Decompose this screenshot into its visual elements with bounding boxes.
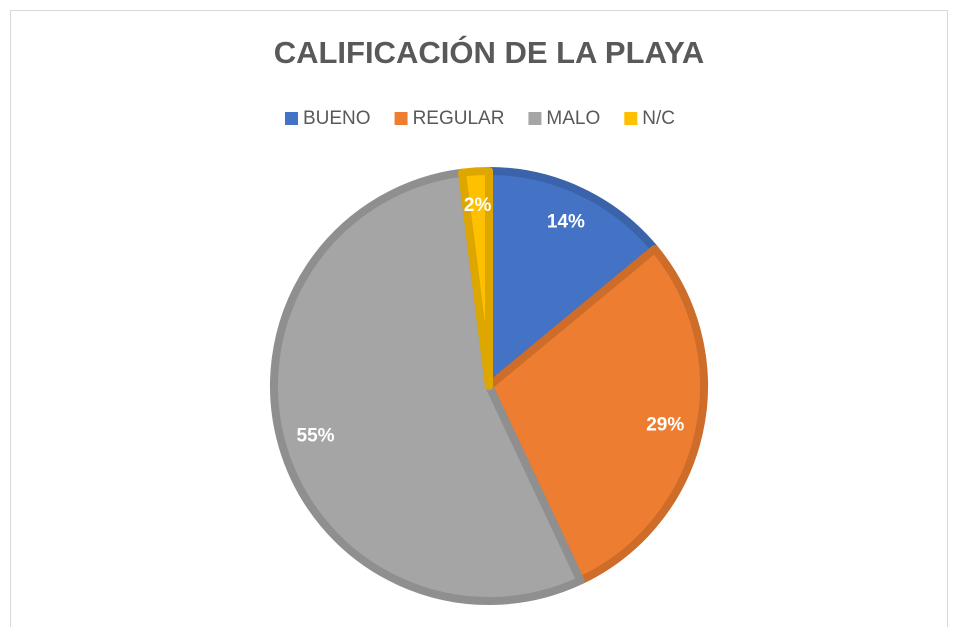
pie-slice xyxy=(458,167,493,390)
data-label: 2% xyxy=(464,195,492,216)
legend-swatch xyxy=(284,112,298,125)
pie-slice-border xyxy=(270,168,585,605)
data-label: 29% xyxy=(646,414,684,435)
pie-slice xyxy=(270,168,585,605)
legend-swatch xyxy=(528,112,542,125)
pie-slice-border xyxy=(485,167,659,390)
legend-label: MALO xyxy=(546,108,600,129)
legend-label: REGULAR xyxy=(413,108,505,129)
pie-slice-border xyxy=(485,244,708,585)
pie-slice xyxy=(485,167,659,390)
chart-title: CALIFICACIÓN DE LA PLAYA xyxy=(274,34,705,70)
legend: BUENO REGULAR MALO N/C xyxy=(284,108,675,129)
data-label: 14% xyxy=(547,212,585,233)
legend-label: N/C xyxy=(642,108,675,129)
legend-swatch xyxy=(394,112,408,125)
legend-label: BUENO xyxy=(303,108,371,129)
legend-swatch xyxy=(624,112,638,125)
pie-slice-border xyxy=(458,167,493,390)
data-label: 55% xyxy=(297,425,335,446)
